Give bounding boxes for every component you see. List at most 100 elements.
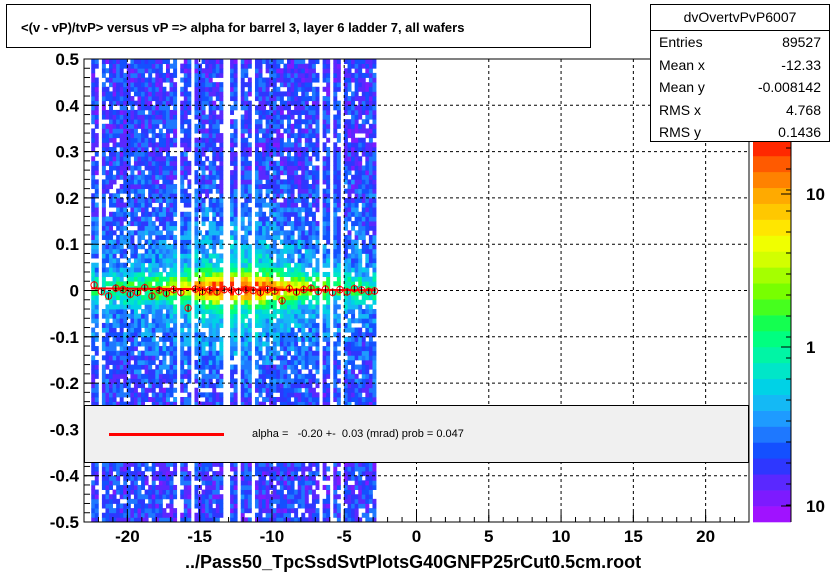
- heatmap-cell: [233, 336, 238, 342]
- heatmap-cell: [215, 197, 220, 203]
- heatmap-cell: [208, 77, 213, 83]
- heatmap-cell: [133, 258, 138, 264]
- heatmap-cell: [244, 174, 249, 180]
- heatmap-cell: [130, 309, 135, 315]
- heatmap-cell: [109, 466, 113, 472]
- heatmap-cell: [287, 119, 291, 125]
- heatmap-cell: [141, 322, 146, 328]
- heatmap-cell: [272, 114, 277, 120]
- heatmap-cell: [148, 271, 153, 278]
- heatmap-cell: [247, 517, 252, 523]
- heatmap-cell: [162, 262, 167, 268]
- heatmap-cell: [215, 304, 220, 310]
- heatmap-cell: [254, 318, 259, 324]
- heatmap-cell: [230, 77, 235, 83]
- heatmap-cell: [233, 253, 238, 259]
- heatmap-cell: [123, 239, 128, 245]
- heatmap-cell: [315, 123, 320, 129]
- heatmap-cell: [112, 109, 117, 115]
- heatmap-cell: [297, 466, 302, 472]
- heatmap-cell: [230, 364, 235, 370]
- heatmap-cell: [208, 322, 213, 328]
- heatmap-cell: [244, 244, 249, 250]
- heatmap-cell: [187, 396, 192, 403]
- heatmap-cell: [272, 221, 277, 227]
- heatmap-cell: [258, 63, 263, 69]
- heatmap-cell: [201, 258, 206, 264]
- heatmap-cell: [269, 146, 274, 152]
- heatmap-cell: [105, 494, 110, 500]
- heatmap-cell: [233, 72, 238, 78]
- heatmap-cell: [276, 262, 281, 268]
- heatmap-cell: [133, 151, 138, 157]
- heatmap-cell: [254, 156, 259, 162]
- heatmap-cell: [158, 63, 163, 69]
- heatmap-cell: [283, 207, 288, 213]
- heatmap-cell: [244, 401, 249, 407]
- heatmap-cell: [308, 378, 313, 384]
- heatmap-cell: [215, 146, 220, 152]
- heatmap-cell: [141, 160, 146, 166]
- heatmap-cell: [219, 313, 224, 319]
- heatmap-cell: [91, 336, 96, 342]
- heatmap-cell: [265, 151, 270, 157]
- heatmap-cell: [198, 498, 202, 504]
- heatmap-cell: [276, 202, 281, 208]
- heatmap-cell: [109, 461, 113, 467]
- heatmap-cell: [141, 91, 146, 97]
- heatmap-cell: [240, 341, 245, 347]
- heatmap-cell: [219, 378, 224, 384]
- heatmap-cell: [208, 100, 213, 106]
- heatmap-cell: [212, 160, 217, 166]
- heatmap-cell: [141, 341, 146, 347]
- heatmap-cell: [247, 59, 252, 65]
- heatmap-cell: [94, 512, 99, 518]
- heatmap-cell: [165, 193, 170, 199]
- heatmap-cell: [240, 193, 245, 199]
- heatmap-cell: [294, 341, 299, 347]
- heatmap-cell: [205, 341, 210, 347]
- heatmap-cell: [244, 313, 249, 319]
- heatmap-cell: [269, 346, 274, 352]
- heatmap-cell: [148, 383, 153, 389]
- heatmap-cell: [208, 401, 213, 407]
- heatmap-cell: [208, 128, 213, 134]
- heatmap-cell: [130, 327, 135, 333]
- heatmap-cell: [272, 193, 277, 199]
- heatmap-cell: [315, 248, 320, 254]
- heatmap-cell: [165, 512, 170, 518]
- heatmap-cell: [262, 151, 267, 157]
- heatmap-cell: [215, 114, 220, 120]
- heatmap-cell: [180, 475, 185, 481]
- heatmap-cell: [151, 327, 156, 333]
- heatmap-cell: [94, 133, 99, 139]
- heatmap-cell: [94, 373, 99, 379]
- heatmap-cell: [315, 392, 320, 398]
- heatmap-cell: [254, 503, 259, 509]
- heatmap-cell: [137, 341, 142, 347]
- heatmap-cell: [173, 267, 178, 273]
- heatmap-cell: [162, 299, 167, 305]
- heatmap-cell: [247, 82, 252, 88]
- heatmap-cell: [276, 336, 281, 342]
- heatmap-cell: [247, 350, 252, 356]
- heatmap-cell: [269, 253, 274, 259]
- heatmap-cell: [230, 309, 235, 315]
- heatmap-cell: [162, 119, 167, 125]
- heatmap-cell: [162, 396, 167, 403]
- heatmap-cell: [265, 91, 270, 97]
- heatmap-cell: [308, 508, 313, 514]
- heatmap-cell: [94, 105, 99, 111]
- heatmap-cell: [265, 276, 270, 282]
- heatmap-cell: [116, 461, 121, 467]
- heatmap-cell: [315, 383, 320, 389]
- heatmap-cell: [247, 484, 252, 490]
- heatmap-cell: [254, 221, 259, 227]
- heatmap-cell: [155, 123, 160, 129]
- heatmap-cell: [165, 369, 170, 375]
- heatmap-cell: [198, 318, 202, 324]
- heatmap-cell: [201, 512, 206, 518]
- heatmap-cell: [112, 359, 117, 365]
- heatmap-cell: [215, 91, 220, 97]
- heatmap-cell: [91, 221, 96, 227]
